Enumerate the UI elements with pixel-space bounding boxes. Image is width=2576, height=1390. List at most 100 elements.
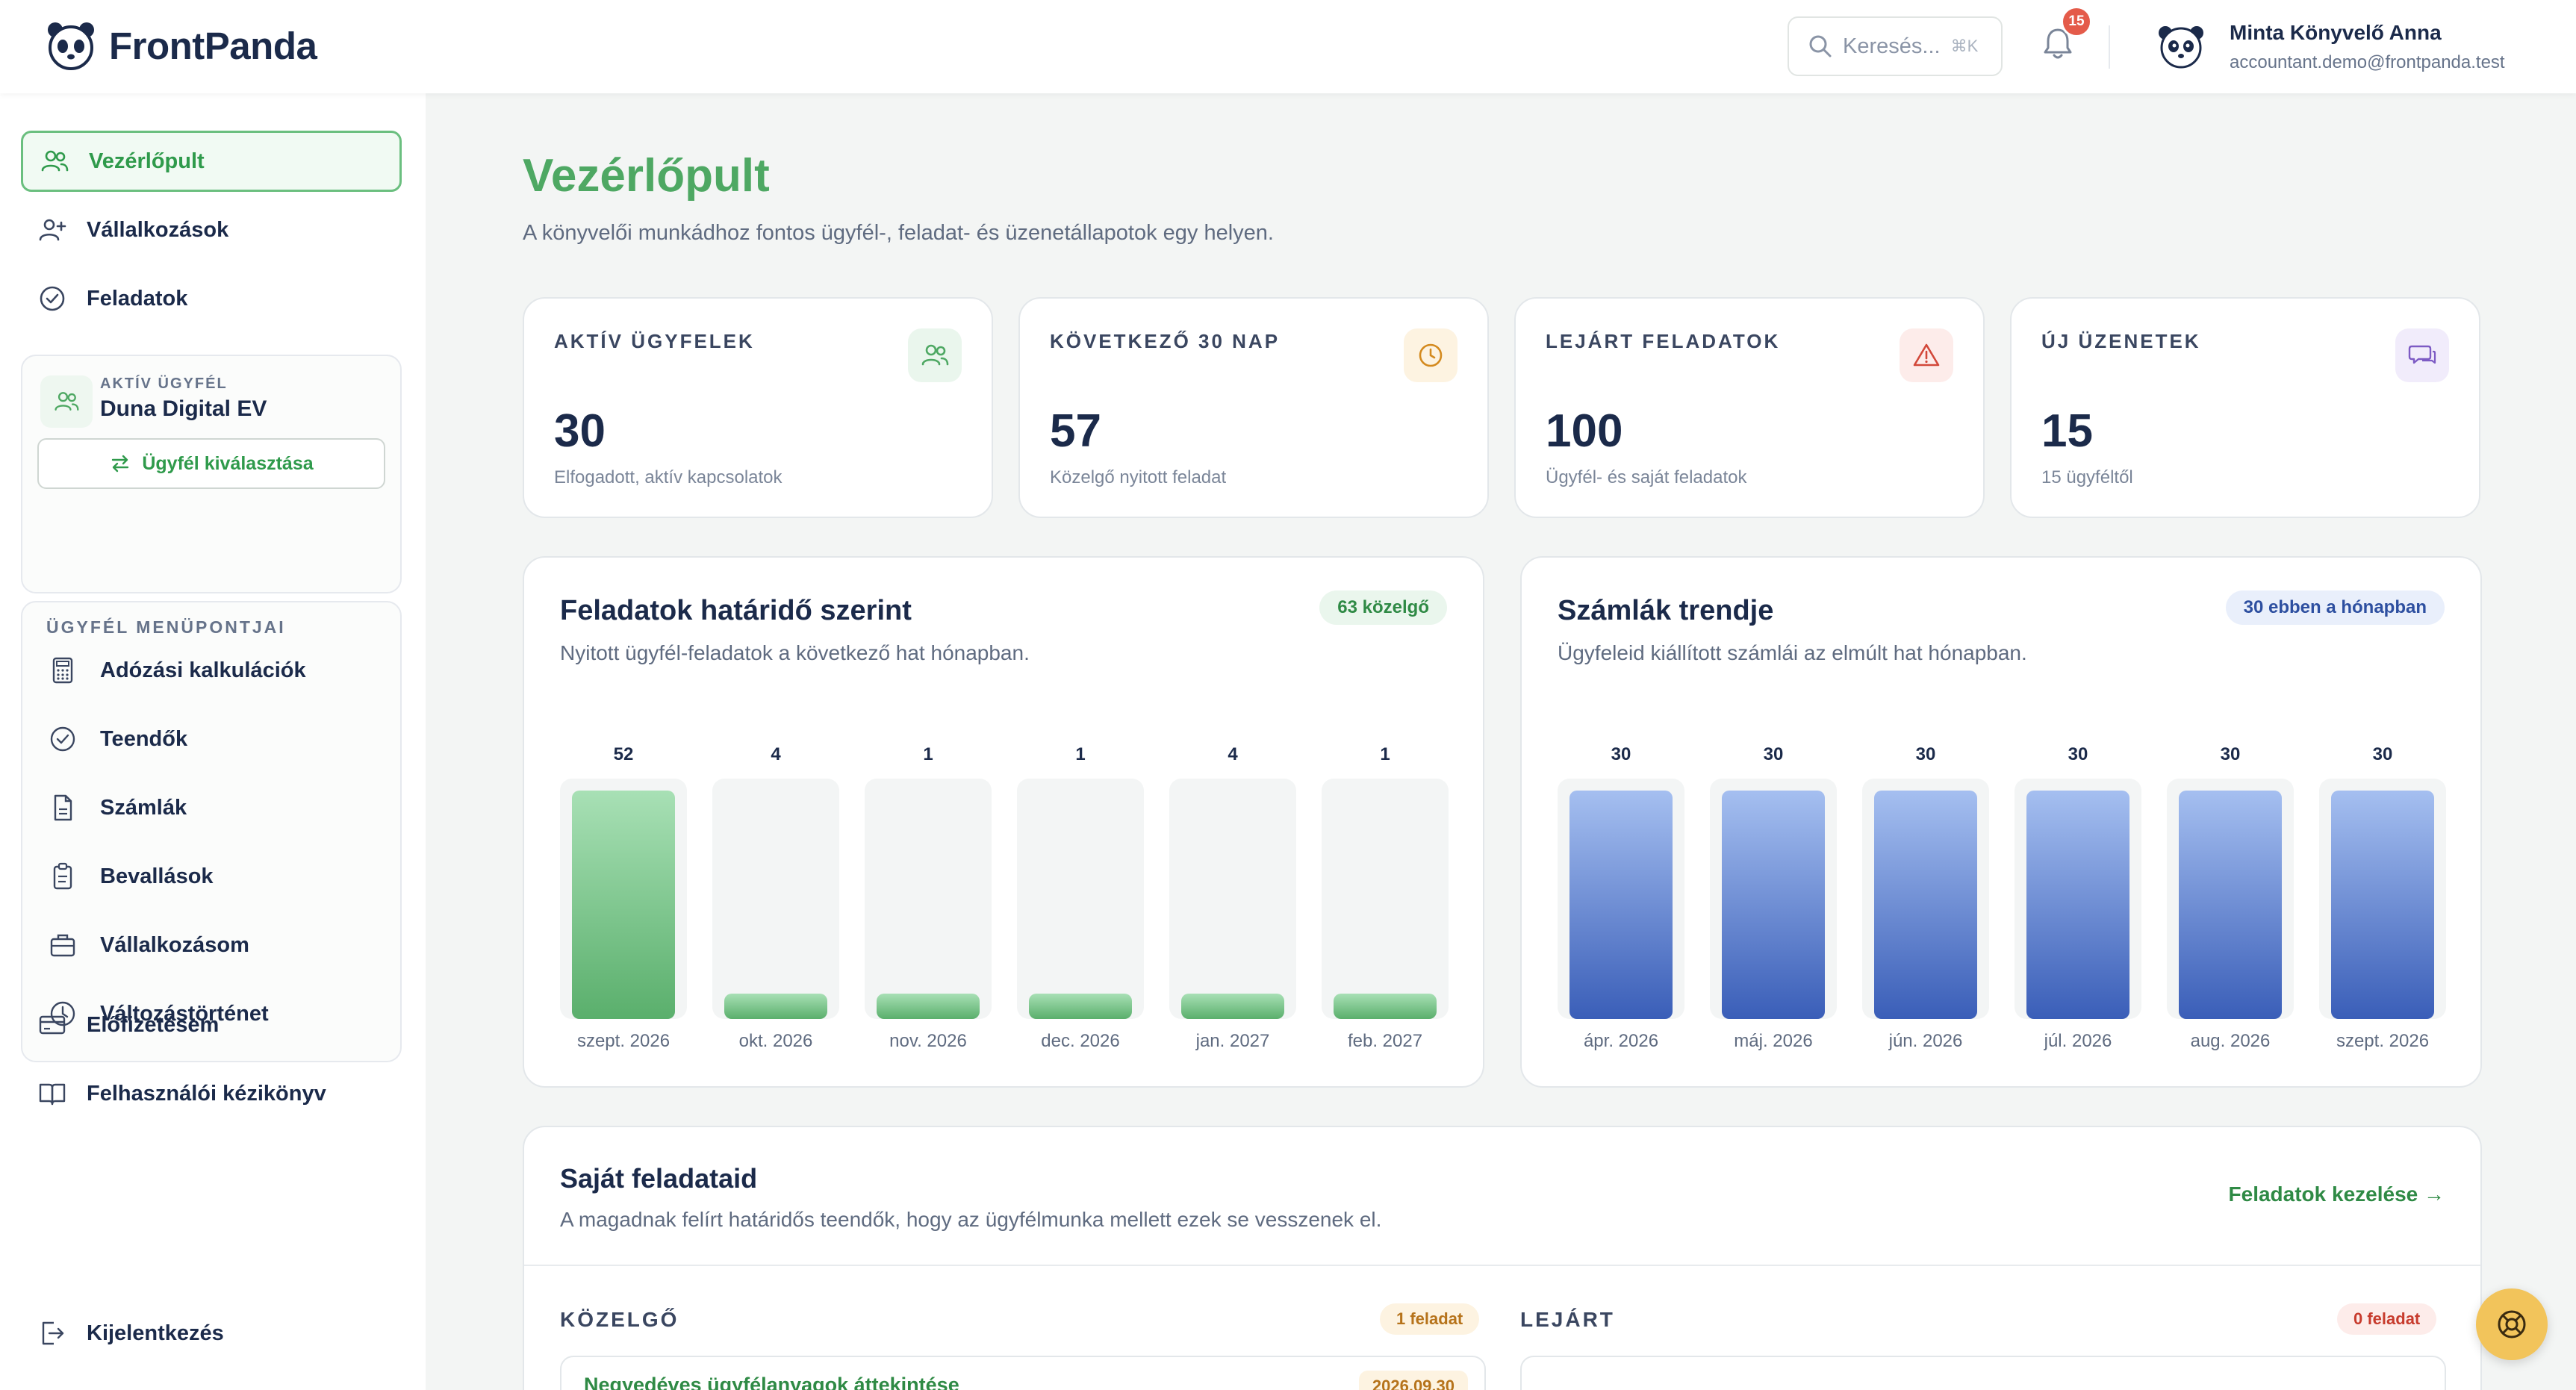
select-client-label: Ügyfél kiválasztása <box>142 452 314 474</box>
sidebar-item-businesses[interactable]: Vállalkozások <box>21 199 402 261</box>
stat-card-active-clients[interactable]: AKTÍV ÜGYFELEK 30 Elfogadott, aktív kapc… <box>523 297 993 518</box>
bar-value-label: 52 <box>613 744 634 764</box>
list-item[interactable]: Negyedéves ügyfélanyagok áttekintése 202… <box>560 1356 1486 1390</box>
own-tasks-title: Saját feladataid <box>560 1163 758 1194</box>
search-placeholder: Keresés... <box>1843 34 1941 58</box>
sidebar-item-my-business[interactable]: Vállalkozásom <box>48 919 249 971</box>
briefcase-icon <box>50 934 75 957</box>
upcoming-count-badge: 63 közelgő <box>1319 590 1447 625</box>
bar-column: 52 szept. 2026 <box>560 744 687 1058</box>
bar[interactable] <box>724 994 827 1019</box>
bar-value-label: 30 <box>1915 744 1936 764</box>
sidebar-item-tasks[interactable]: Feladatok <box>21 268 402 329</box>
logout-button[interactable]: Kijelentkezés <box>21 1303 402 1364</box>
stat-desc: Ügyfél- és saját feladatok <box>1546 467 1747 487</box>
chart-bars: 52 szept. 2026 4 okt. 2026 1 nov. 2026 1 dec. 2… <box>560 744 1450 1058</box>
sidebar-item-returns[interactable]: Bevallások <box>48 850 214 903</box>
stat-desc: Közelgő nyitott feladat <box>1050 467 1227 487</box>
bar-value-label: 30 <box>2372 744 2393 764</box>
user-name[interactable]: Minta Könyvelő Anna <box>2230 21 2442 44</box>
users-icon <box>40 375 93 428</box>
credit-card-icon <box>36 1009 69 1041</box>
stat-card-overdue-tasks[interactable]: LEJÁRT FELADATOK 100 Ügyfél- és saját fe… <box>1514 297 1985 518</box>
bar[interactable] <box>2179 791 2282 1019</box>
users-icon <box>908 328 962 382</box>
help-button[interactable] <box>2476 1288 2548 1360</box>
bar[interactable] <box>1569 791 1673 1019</box>
sidebar-item-label: Feladatok <box>87 286 188 311</box>
logout-icon <box>36 1317 69 1350</box>
stat-card-new-messages[interactable]: ÚJ ÜZENETEK 15 15 ügyféltől <box>2010 297 2480 518</box>
sidebar-item-label: Vezérlőpult <box>89 149 205 173</box>
overdue-count-badge: 0 feladat <box>2337 1303 2437 1335</box>
bar-track <box>1862 779 1989 1019</box>
bar[interactable] <box>1334 994 1437 1019</box>
swap-icon <box>112 455 129 473</box>
sidebar-item-todos[interactable]: Teendők <box>48 713 187 765</box>
bar[interactable] <box>877 994 980 1019</box>
bar[interactable] <box>2026 791 2129 1019</box>
stat-desc: Elfogadott, aktív kapcsolatok <box>554 467 783 487</box>
user-email: accountant.demo@frontpanda.test <box>2230 52 2505 72</box>
bar[interactable] <box>1722 791 1825 1019</box>
sidebar-item-label: Vállalkozások <box>87 217 229 242</box>
users-icon <box>38 145 71 178</box>
upcoming-count-badge: 1 feladat <box>1380 1303 1480 1335</box>
sidebar-item-label: Adózási kalkulációk <box>100 658 306 682</box>
bar-category-label: jún. 2026 <box>1888 1031 1963 1051</box>
divider <box>524 1265 2480 1266</box>
invoices-trend-chart: Számlák trendje Ügyfeleid kiállított szá… <box>1520 556 2482 1088</box>
bar-category-label: ápr. 2026 <box>1583 1031 1659 1051</box>
bar[interactable] <box>2331 791 2434 1019</box>
stat-value: 30 <box>554 405 606 457</box>
brand-logo[interactable]: FrontPanda <box>45 19 317 72</box>
bar[interactable] <box>1874 791 1977 1019</box>
sidebar-item-label: Előfizetésem <box>87 1012 220 1037</box>
sidebar-item-history[interactable]: Változástörténet <box>48 988 269 1040</box>
avatar[interactable] <box>2155 22 2207 70</box>
sidebar-item-dashboard[interactable]: Vezérlőpult <box>21 131 402 192</box>
bar-track <box>712 779 839 1019</box>
bar-value-label: 30 <box>1763 744 1784 764</box>
sidebar-item-label: Bevallások <box>100 864 214 888</box>
clipboard-icon <box>53 862 72 890</box>
stat-card-next-30-days[interactable]: KÖVETKEZŐ 30 NAP 57 Közelgő nyitott fela… <box>1018 297 1489 518</box>
upcoming-column-title: KÖZELGŐ <box>560 1308 679 1331</box>
stat-value: 57 <box>1050 405 1101 457</box>
select-client-button[interactable]: Ügyfél kiválasztása <box>37 438 385 489</box>
bar-column: 30 máj. 2026 <box>1710 744 1837 1058</box>
bar-column: 4 okt. 2026 <box>712 744 839 1058</box>
brand-name: FrontPanda <box>109 24 317 67</box>
sidebar-item-manual[interactable]: Felhasználói kézikönyv <box>21 1063 402 1124</box>
top-header: FrontPanda Keresés... ⌘K 15 Minta Könyve… <box>0 0 2576 93</box>
sidebar-item-subscription[interactable]: Előfizetésem <box>21 994 402 1056</box>
manage-tasks-link[interactable]: Feladatok kezelése → <box>2228 1182 2445 1206</box>
page-subtitle: A könyvelői munkádhoz fontos ügyfél-, fe… <box>523 221 1274 245</box>
bar-track <box>1558 779 1684 1019</box>
sidebar-item-label: Számlák <box>100 795 187 820</box>
bar-value-label: 1 <box>1380 744 1390 764</box>
bar[interactable] <box>572 791 675 1019</box>
bar[interactable] <box>1181 994 1284 1019</box>
task-name[interactable]: Negyedéves ügyfélanyagok áttekintése <box>584 1374 959 1390</box>
bar-value-label: 4 <box>771 744 781 764</box>
bar-column: 1 dec. 2026 <box>1017 744 1144 1058</box>
sidebar-item-label: Vállalkozásom <box>100 932 249 957</box>
bar[interactable] <box>1029 994 1132 1019</box>
bar-category-label: júl. 2026 <box>2044 1031 2112 1051</box>
bar-value-label: 4 <box>1228 744 1238 764</box>
bar-value-label: 30 <box>2220 744 2241 764</box>
bar-category-label: szept. 2026 <box>2336 1031 2430 1051</box>
sidebar-item-tax-calculations[interactable]: Adózási kalkulációk <box>48 644 306 696</box>
search-input[interactable]: Keresés... ⌘K <box>1788 16 2003 76</box>
bar-category-label: jan. 2027 <box>1195 1031 1270 1051</box>
header-divider <box>2109 25 2110 69</box>
clock-icon <box>1404 328 1457 382</box>
client-menu: ÜGYFÉL MENÜPONTJAI Adózási kalkulációk T… <box>21 601 402 1062</box>
bar-column: 30 júl. 2026 <box>2015 744 2141 1058</box>
sidebar-item-invoices[interactable]: Számlák <box>48 782 187 834</box>
bar-track <box>2015 779 2141 1019</box>
bar-category-label: nov. 2026 <box>889 1031 967 1051</box>
stat-value: 100 <box>1546 405 1623 457</box>
bar-column: 1 nov. 2026 <box>865 744 992 1058</box>
